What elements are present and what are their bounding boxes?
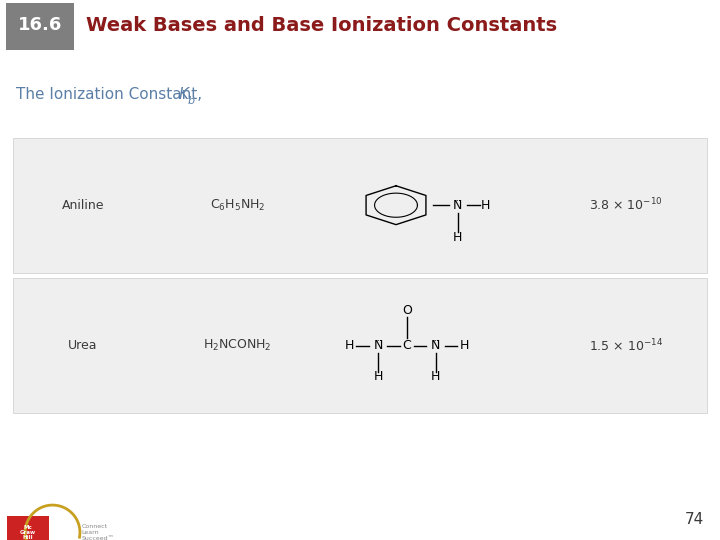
Text: H$_2$NCONH$_2$: H$_2$NCONH$_2$ (204, 338, 271, 353)
Text: H: H (373, 370, 383, 383)
Text: Urea: Urea (68, 339, 97, 352)
Text: 74: 74 (685, 511, 704, 526)
Text: H: H (480, 199, 490, 212)
Text: Aniline: Aniline (61, 199, 104, 212)
Text: 1.5 $\times$ 10$^{-14}$: 1.5 $\times$ 10$^{-14}$ (589, 338, 664, 354)
FancyBboxPatch shape (7, 516, 49, 540)
Text: Mc
Graw
Hill: Mc Graw Hill (20, 524, 36, 540)
FancyBboxPatch shape (13, 138, 707, 273)
Text: H: H (431, 370, 441, 383)
Text: b: b (188, 96, 195, 106)
Text: K: K (179, 87, 189, 102)
Text: The Ionization Constant,: The Ionization Constant, (16, 87, 207, 102)
Text: C$_6$H$_5$NH$_2$: C$_6$H$_5$NH$_2$ (210, 198, 265, 213)
Text: 3.8 $\times$ 10$^{-10}$: 3.8 $\times$ 10$^{-10}$ (590, 197, 663, 213)
FancyBboxPatch shape (13, 278, 707, 413)
Text: H: H (344, 339, 354, 352)
Text: O: O (402, 304, 412, 317)
Text: Connect
Learn
Succeed™: Connect Learn Succeed™ (81, 524, 114, 540)
Text: N̈: N̈ (431, 339, 441, 352)
Text: N̈: N̈ (453, 199, 463, 212)
Text: H: H (453, 231, 463, 244)
Text: C: C (402, 339, 411, 352)
FancyBboxPatch shape (6, 3, 74, 50)
Text: Weak Bases and Base Ionization Constants: Weak Bases and Base Ionization Constants (86, 16, 557, 35)
Text: N̈: N̈ (373, 339, 383, 352)
Text: 16.6: 16.6 (18, 16, 62, 34)
Text: H: H (459, 339, 469, 352)
